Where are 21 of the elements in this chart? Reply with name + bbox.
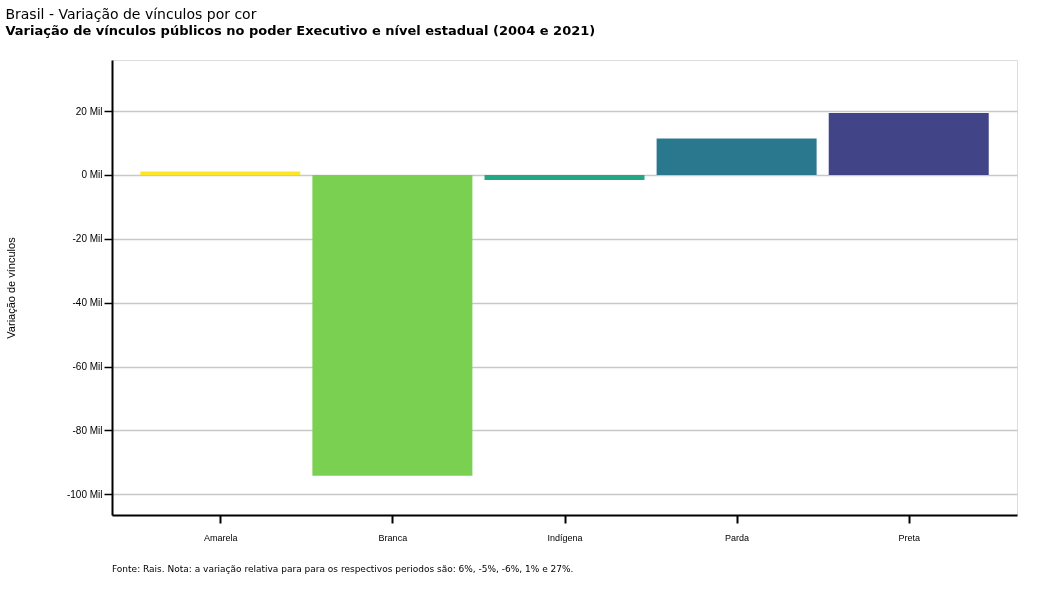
x-tick-label: Preta [898,532,920,543]
y-tick-label: 0 Mil [81,169,103,181]
y-tick-label: -80 Mil [72,424,103,436]
x-tick-label: Indígena [547,532,583,543]
y-tick-label: -20 Mil [72,233,103,245]
bar [140,171,301,175]
chart-title: Brasil - Variação de vínculos por cor [5,6,257,22]
x-tick-label: Branca [378,532,408,543]
x-tick-label: Amarela [204,532,238,543]
chart-subtitle: Variação de vínculos públicos no poder Executivo e nível estadual (2004 e 2021) [5,23,596,38]
y-tick-label: -60 Mil [72,361,103,373]
y-tick-label: 20 Mil [75,105,103,117]
bar [656,138,817,175]
bar [484,174,645,181]
bar [312,174,473,476]
y-axis-title: Variação de vínculos [4,236,17,339]
bar [828,113,989,175]
x-tick-label: Parda [725,532,750,543]
y-tick-label: -100 Mil [66,488,103,500]
y-tick-label: -40 Mil [72,297,103,309]
source-note: Fonte: Rais. Nota: a variação relativa para para os respectivos periodos são: 6%, -5%, -6%, 1% e 27%. [112,564,574,574]
